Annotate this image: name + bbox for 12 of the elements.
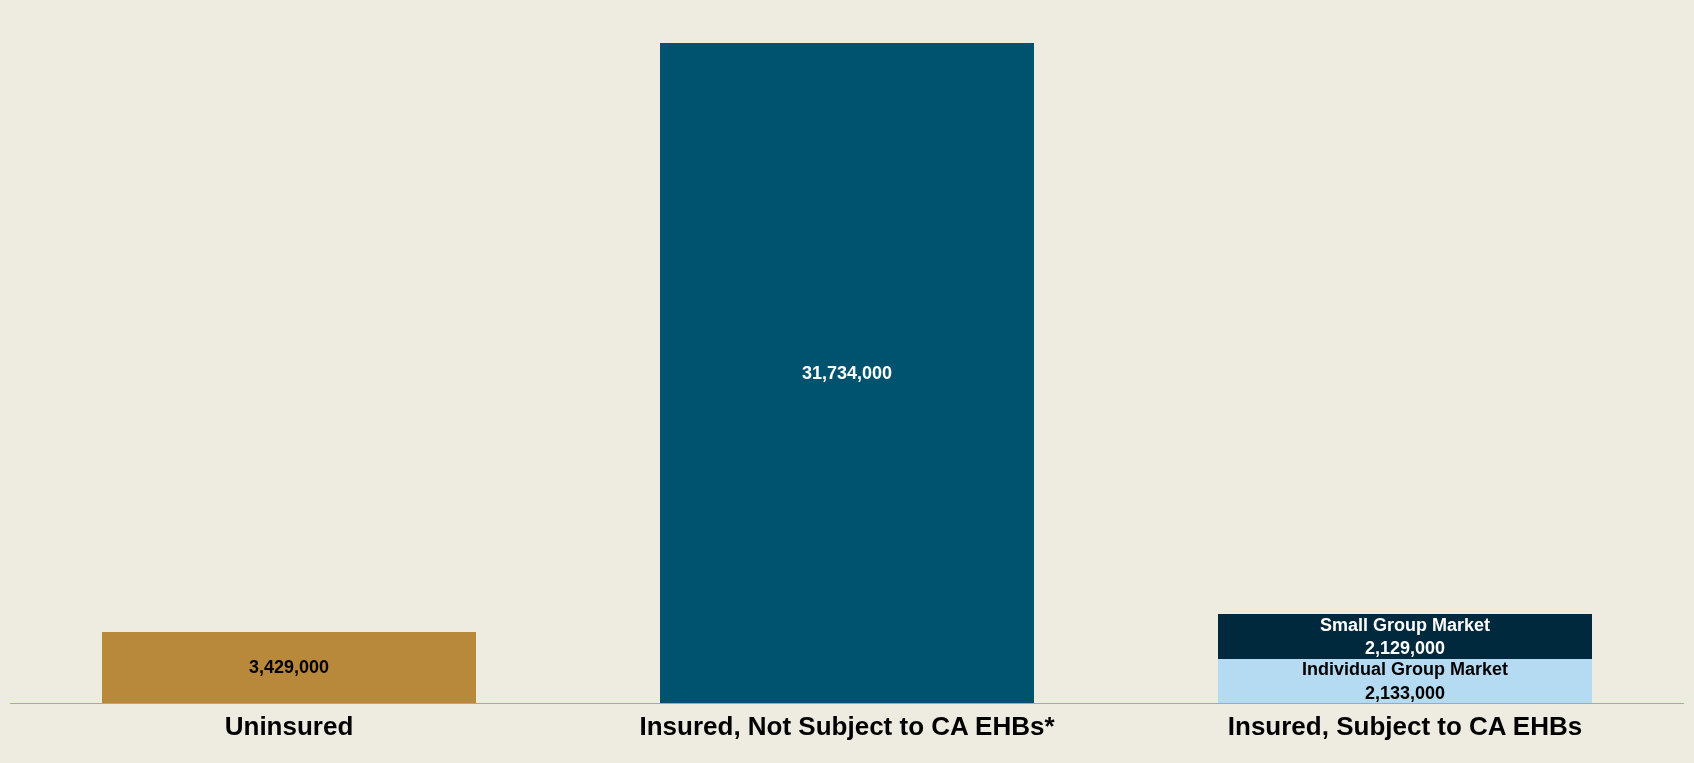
data-label: 2,133,000 xyxy=(1364,682,1446,703)
series-label: Small Group Market xyxy=(1319,614,1491,635)
series-label: Individual Group Market xyxy=(1301,659,1509,680)
bar xyxy=(660,42,1034,703)
bar xyxy=(102,631,476,703)
data-label: 31,734,000 xyxy=(801,362,893,383)
data-label: 3,429,000 xyxy=(248,657,330,678)
x-tick-label: Insured, Not Subject to CA EHBs* xyxy=(639,711,1056,742)
x-tick-label: Uninsured xyxy=(224,711,354,742)
data-label: 2,129,000 xyxy=(1364,638,1446,659)
x-tick-label: Insured, Subject to CA EHBs xyxy=(1227,711,1583,742)
bar xyxy=(1218,614,1592,659)
